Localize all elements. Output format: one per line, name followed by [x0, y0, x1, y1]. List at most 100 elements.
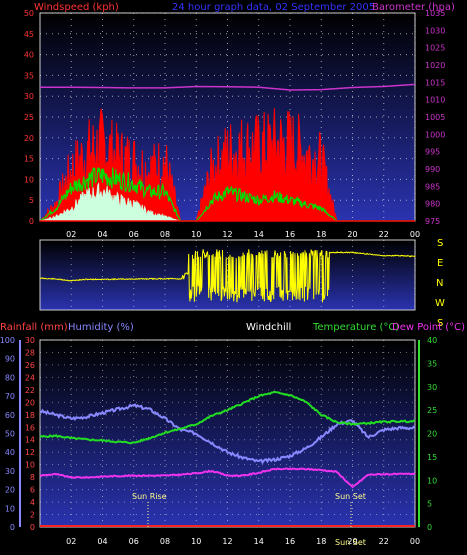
- direction-label-e: E: [437, 258, 443, 269]
- barometer-series: [40, 83, 416, 91]
- temp-x-tick-label: 04: [97, 537, 107, 546]
- temp-x-tick-label: 20: [347, 537, 357, 546]
- humidity-y-tick-label: 60: [5, 411, 15, 420]
- wind-x-tick-label: 18: [316, 230, 326, 239]
- humidity-y-tick-label: 80: [5, 373, 15, 382]
- windspeed-title: Windspeed (kph): [34, 2, 119, 13]
- rain-y-tick-label: 0: [30, 523, 35, 532]
- baro-y-tick-label: 995: [425, 148, 440, 157]
- humidity-y-tick-label: 100: [0, 336, 15, 345]
- rain-y-tick-label: 24: [25, 373, 35, 382]
- wind-x-tick-label: 12: [222, 230, 232, 239]
- rain-y-tick-label: 14: [25, 436, 35, 445]
- wind-x-tick-label: 22: [379, 230, 389, 239]
- temp-x-tick-label: 18: [316, 537, 326, 546]
- sunset-axis-label: Sun Set: [335, 538, 366, 547]
- rain-y-tick-label: 12: [25, 448, 35, 457]
- temp-x-tick-label: 14: [254, 537, 264, 546]
- humidity-y-tick-label: 0: [10, 523, 15, 532]
- temp-x-tick-label: 22: [379, 537, 389, 546]
- wind-y-tick-label: 35: [24, 71, 34, 80]
- wind-direction-series: [39, 248, 416, 303]
- humidity-title: Humidity (%): [68, 322, 134, 333]
- sunset-label: Sun Set: [335, 492, 366, 501]
- graph-date-title: 24 hour graph data, 02 September 2005: [172, 2, 375, 13]
- baro-y-tick-label: 1010: [425, 96, 445, 105]
- temp-x-tick-label: 16: [285, 537, 295, 546]
- temp-y-tick-label: 30: [427, 383, 437, 392]
- humidity-y-tick-label: 40: [5, 448, 15, 457]
- baro-y-tick-label: 1030: [425, 26, 445, 35]
- wind-y-tick-label: 40: [24, 51, 34, 60]
- wind-x-tick-label: 02: [66, 230, 76, 239]
- rain-y-tick-label: 18: [25, 411, 35, 420]
- baro-y-tick-label: 1000: [425, 130, 445, 139]
- rain-y-tick-label: 8: [30, 473, 35, 482]
- temp-x-tick-label: 00: [410, 537, 420, 546]
- temp-y-tick-label: 10: [427, 476, 437, 485]
- wind-y-tick-label: 50: [24, 9, 34, 18]
- temp-y-tick-label: 20: [427, 430, 437, 439]
- rain-y-tick-label: 26: [25, 361, 35, 370]
- temp-y-tick-label: 25: [427, 406, 437, 415]
- dewpoint-title: Dew Point (°C): [392, 322, 465, 333]
- wind-x-tick-label: 10: [191, 230, 201, 239]
- wind-y-tick-label: 45: [24, 30, 34, 39]
- sunrise-label: Sun Rise: [132, 492, 167, 501]
- temp-y-tick-label: 35: [427, 359, 437, 368]
- wind-x-tick-label: 00: [410, 230, 420, 239]
- baro-y-tick-label: 1035: [425, 9, 445, 18]
- rain-y-tick-label: 16: [25, 423, 35, 432]
- rain-y-tick-label: 30: [25, 336, 35, 345]
- temp-x-tick-label: 06: [129, 537, 139, 546]
- rain-y-tick-label: 22: [25, 386, 35, 395]
- temp-y-tick-label: 40: [427, 336, 437, 345]
- rainfall-title: Rainfall (mm): [0, 322, 68, 333]
- rain-y-tick-label: 4: [30, 498, 35, 507]
- rain-y-tick-label: 10: [25, 461, 35, 470]
- baro-y-tick-label: 1020: [425, 61, 445, 70]
- wind-y-tick-label: 10: [24, 175, 34, 184]
- temperature-panel-background: [39, 339, 416, 528]
- humidity-y-tick-label: 20: [5, 486, 15, 495]
- baro-y-tick-label: 1005: [425, 113, 445, 122]
- wind-x-tick-label: 20: [347, 230, 357, 239]
- humidity-y-tick-label: 90: [5, 355, 15, 364]
- temp-y-tick-label: 0: [427, 523, 432, 532]
- humidity-series: [39, 403, 416, 465]
- wind-y-tick-label: 25: [24, 113, 34, 122]
- rain-y-tick-label: 28: [25, 348, 35, 357]
- direction-label-n: N: [436, 278, 443, 289]
- baro-y-tick-label: 980: [425, 200, 440, 209]
- wind-y-tick-label: 15: [24, 155, 34, 164]
- rain-y-tick-label: 6: [30, 486, 35, 495]
- humidity-y-tick-label: 30: [5, 467, 15, 476]
- wind-x-tick-label: 16: [285, 230, 295, 239]
- baro-y-tick-label: 1025: [425, 44, 445, 53]
- baro-y-tick-label: 990: [425, 165, 440, 174]
- temperature-series: [39, 391, 416, 445]
- temperature-title: Temperature (°C): [312, 322, 399, 333]
- windchill-title: Windchill: [246, 322, 291, 333]
- direction-label-w: W: [435, 298, 445, 309]
- wind-x-tick-label: 14: [254, 230, 264, 239]
- temp-x-tick-label: 08: [160, 537, 170, 546]
- rain-y-tick-label: 20: [25, 398, 35, 407]
- temp-x-tick-label: 10: [191, 537, 201, 546]
- wind-y-tick-label: 20: [24, 134, 34, 143]
- wind-x-tick-label: 06: [129, 230, 139, 239]
- wind-y-tick-label: 30: [24, 92, 34, 101]
- temp-x-tick-label: 12: [222, 537, 232, 546]
- rain-y-tick-label: 2: [30, 511, 35, 520]
- wind-y-tick-label: 0: [29, 217, 34, 226]
- wind-y-tick-label: 5: [29, 196, 34, 205]
- baro-y-tick-label: 975: [425, 217, 440, 226]
- baro-y-tick-label: 1015: [425, 78, 445, 87]
- humidity-y-tick-label: 70: [5, 392, 15, 401]
- temp-x-tick-label: 02: [66, 537, 76, 546]
- temp-y-tick-label: 5: [427, 500, 432, 509]
- wind-x-tick-label: 08: [160, 230, 170, 239]
- humidity-y-tick-label: 50: [5, 430, 15, 439]
